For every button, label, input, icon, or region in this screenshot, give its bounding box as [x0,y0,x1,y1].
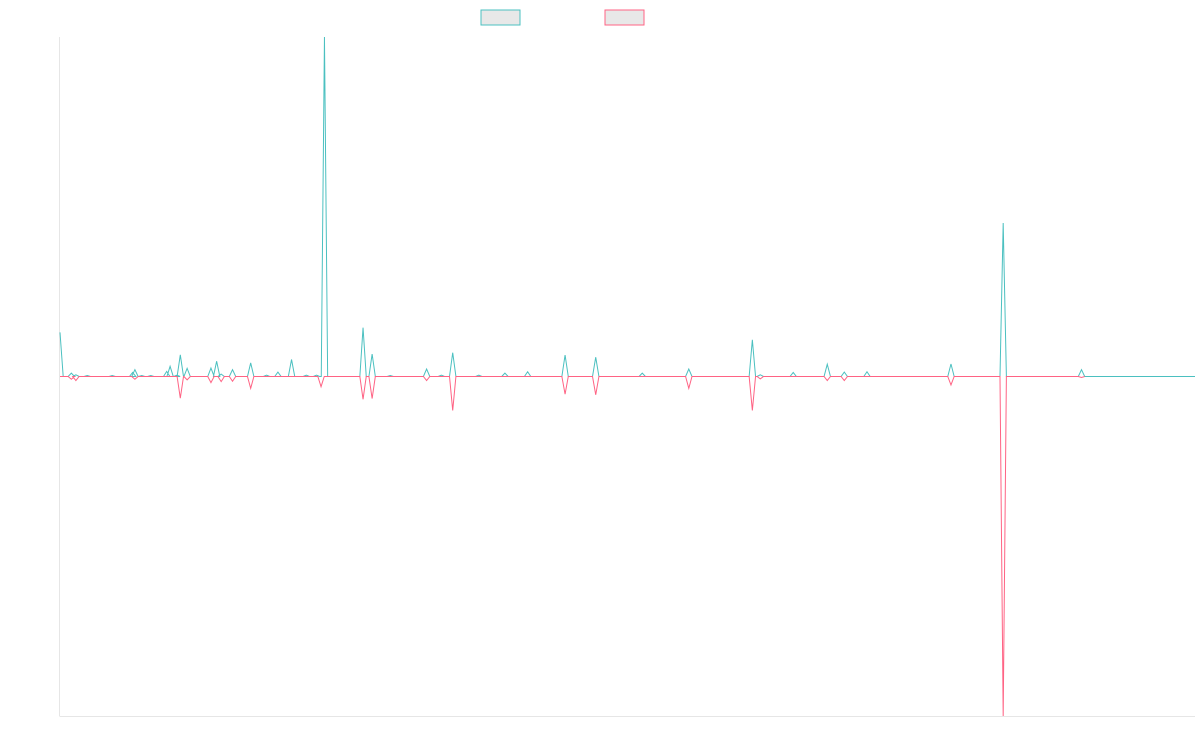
series-1-point-27[interactable] [362,326,364,328]
series-1-point-10[interactable] [150,374,152,376]
series-1-point-23[interactable] [290,358,292,360]
series-2-point-2[interactable] [75,379,77,381]
series-1-point-25[interactable] [315,374,317,376]
series-1-point-42[interactable] [792,371,794,373]
legend [480,9,645,26]
series-1-point-40[interactable] [751,339,753,341]
plot-area [59,36,1195,717]
series-1-point-16[interactable] [210,367,212,369]
series-2-point-24[interactable] [1080,376,1082,378]
series-1-point-15[interactable] [186,367,188,369]
series-2-point-13[interactable] [425,379,427,381]
series-1-point-37[interactable] [595,356,597,358]
series-1-point-33[interactable] [478,374,480,376]
series-1-point-20[interactable] [249,362,251,364]
series-2-point-15[interactable] [564,393,566,395]
series-1-point-14[interactable] [179,354,181,356]
axes [59,37,1195,717]
series-1-point-41[interactable] [759,374,761,376]
series-2-point-10[interactable] [320,385,322,387]
series-1-point-39[interactable] [688,368,690,370]
series-1-point-1[interactable] [59,331,61,333]
series-1-point-6[interactable] [111,374,113,376]
series-1-point-12[interactable] [169,365,171,367]
legend-swatch-1[interactable] [480,9,521,26]
series-1-point-36[interactable] [564,354,566,356]
series-1-point-22[interactable] [277,371,279,373]
series-1-point-13[interactable] [176,374,178,376]
series-1-point-46[interactable] [950,363,952,365]
series-2-line [60,376,1085,717]
series-2-point-6[interactable] [210,381,212,383]
series-1-point-45[interactable] [866,371,868,373]
series-1-point-38[interactable] [641,372,643,374]
series-2-point-4[interactable] [179,397,181,399]
series-2-point-16[interactable] [595,394,597,396]
series-1-point-17[interactable] [215,360,217,362]
series-2-point-5[interactable] [186,379,188,381]
series-1-point-8[interactable] [134,369,136,371]
series-2-point-22[interactable] [950,384,952,386]
series-1-point-9[interactable] [141,374,143,376]
series-1-point-28[interactable] [371,353,373,355]
legend-swatch-2[interactable] [604,9,645,26]
series-2-point-20[interactable] [826,379,828,381]
series-2-point-1[interactable] [70,378,72,380]
series-1-point-32[interactable] [452,352,454,354]
series-1-point-5[interactable] [86,374,88,376]
series-2-point-18[interactable] [751,409,753,411]
series-1-point-30[interactable] [425,368,427,370]
series-1-point-35[interactable] [526,371,528,373]
series-1-point-31[interactable] [440,374,442,376]
series-2-point-19[interactable] [759,378,761,380]
series-2-point-11[interactable] [362,398,364,400]
series-1-point-19[interactable] [231,369,233,371]
series-1-point-48[interactable] [1080,369,1082,371]
series-1-point-26[interactable] [323,36,325,38]
series-1-point-24[interactable] [305,374,307,376]
series-2-point-17[interactable] [688,387,690,389]
series-2-point-7[interactable] [220,380,222,382]
series-1-point-3[interactable] [70,372,72,374]
series-2-point-14[interactable] [452,409,454,411]
series-1-point-21[interactable] [265,374,267,376]
series-1-point-47[interactable] [1002,222,1004,224]
series-1-point-4[interactable] [75,374,77,376]
series-2-point-3[interactable] [134,378,136,380]
series-1-point-2[interactable] [62,375,64,377]
series-2-point-9[interactable] [249,387,251,389]
series-1-point-34[interactable] [504,372,506,374]
series-2-point-8[interactable] [231,380,233,382]
series-1-line [59,36,1195,377]
series-1-point-43[interactable] [826,363,828,365]
series-1-point-11[interactable] [165,370,167,372]
series-1-point-18[interactable] [220,373,222,375]
series-1-point-44[interactable] [843,371,845,373]
series-2-point-12[interactable] [371,397,373,399]
series-2-point-21[interactable] [843,379,845,381]
series-2-point-23[interactable] [1002,715,1004,717]
series-1-point-7[interactable] [131,371,133,373]
series-1-point-29[interactable] [389,374,391,376]
